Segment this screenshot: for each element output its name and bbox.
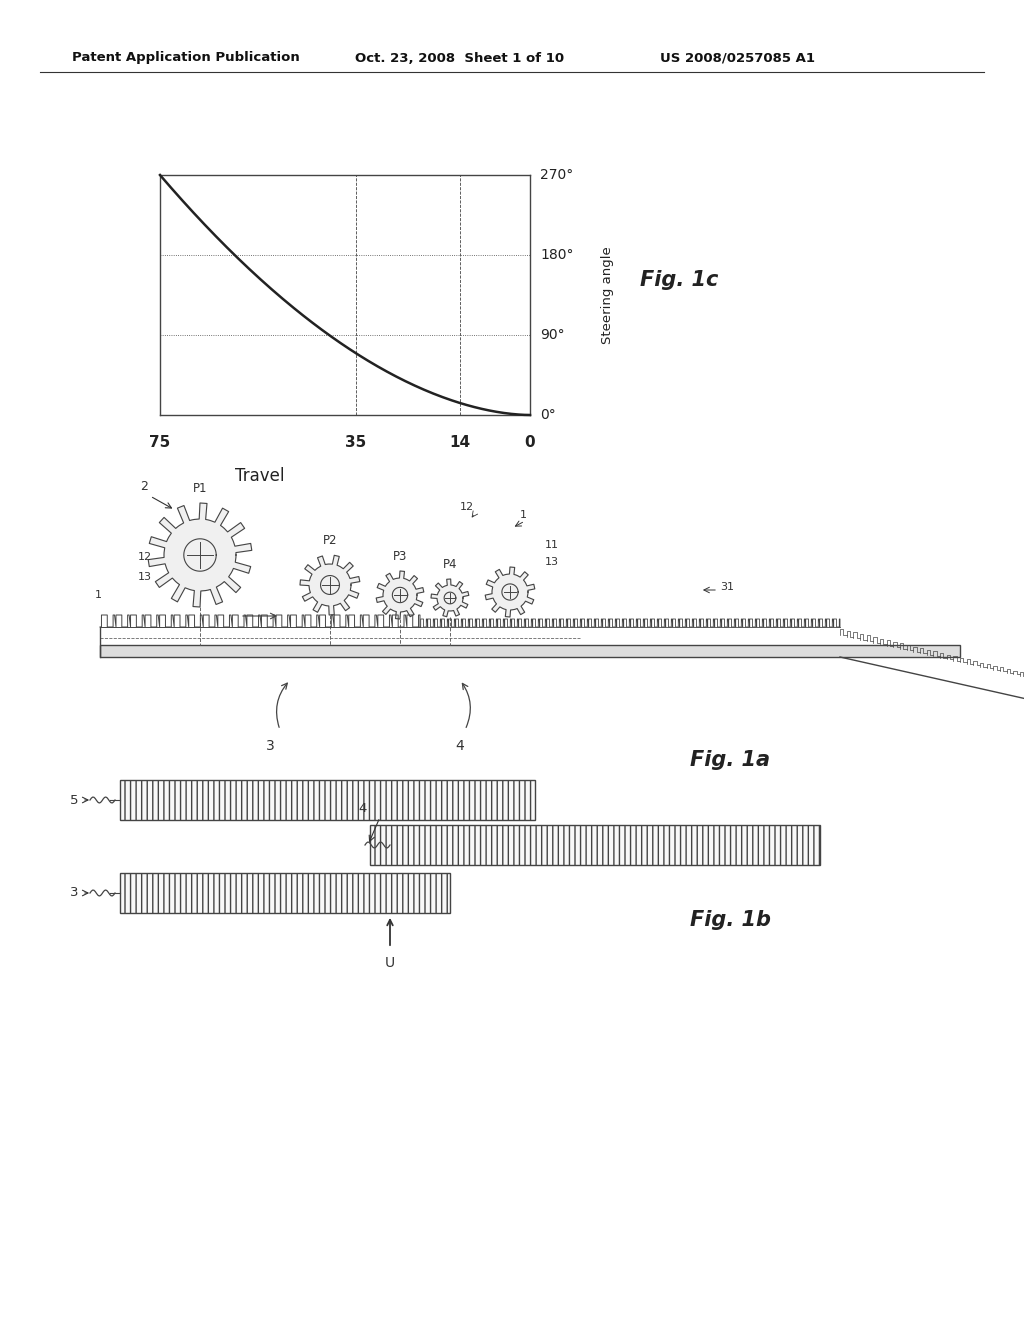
Text: Oct. 23, 2008  Sheet 1 of 10: Oct. 23, 2008 Sheet 1 of 10 bbox=[355, 51, 564, 65]
Text: 11: 11 bbox=[545, 540, 559, 550]
Bar bbox=[370, 825, 820, 865]
Polygon shape bbox=[300, 556, 359, 615]
Text: Steering angle: Steering angle bbox=[601, 246, 614, 345]
Text: Fig. 1b: Fig. 1b bbox=[690, 909, 771, 931]
Polygon shape bbox=[148, 503, 252, 607]
Text: 180°: 180° bbox=[540, 248, 573, 261]
Text: 5: 5 bbox=[70, 793, 78, 807]
Polygon shape bbox=[376, 572, 424, 619]
Text: Fig. 1a: Fig. 1a bbox=[690, 750, 770, 770]
Bar bbox=[100, 645, 961, 657]
Text: 12: 12 bbox=[138, 552, 153, 562]
Text: P1: P1 bbox=[193, 482, 207, 495]
Text: Patent Application Publication: Patent Application Publication bbox=[72, 51, 300, 65]
Text: 31: 31 bbox=[720, 582, 734, 591]
Text: 35: 35 bbox=[345, 436, 367, 450]
Text: Travel: Travel bbox=[236, 467, 285, 484]
Text: 13: 13 bbox=[138, 572, 152, 582]
Text: 0: 0 bbox=[524, 436, 536, 450]
Text: P3: P3 bbox=[393, 550, 408, 564]
Text: 90°: 90° bbox=[540, 327, 564, 342]
Text: 4: 4 bbox=[456, 739, 464, 752]
Text: 3: 3 bbox=[265, 739, 274, 752]
Text: 12: 12 bbox=[460, 502, 474, 512]
Text: 75: 75 bbox=[150, 436, 171, 450]
Text: 1: 1 bbox=[95, 590, 102, 601]
Text: US 2008/0257085 A1: US 2008/0257085 A1 bbox=[660, 51, 815, 65]
Text: 14: 14 bbox=[450, 436, 470, 450]
Text: Fig. 1c: Fig. 1c bbox=[640, 271, 719, 290]
Text: 1: 1 bbox=[520, 510, 527, 520]
Text: 4: 4 bbox=[358, 803, 367, 814]
Text: P2: P2 bbox=[323, 535, 337, 546]
Bar bbox=[120, 780, 535, 820]
Text: U: U bbox=[385, 956, 395, 970]
Text: 2: 2 bbox=[140, 480, 147, 492]
Text: 3: 3 bbox=[70, 887, 78, 899]
Polygon shape bbox=[431, 579, 469, 616]
Text: 13: 13 bbox=[545, 557, 559, 568]
Text: P4: P4 bbox=[442, 558, 458, 572]
Polygon shape bbox=[485, 568, 535, 616]
Text: 0°: 0° bbox=[540, 408, 556, 422]
Bar bbox=[120, 873, 450, 913]
Text: 270°: 270° bbox=[540, 168, 573, 182]
